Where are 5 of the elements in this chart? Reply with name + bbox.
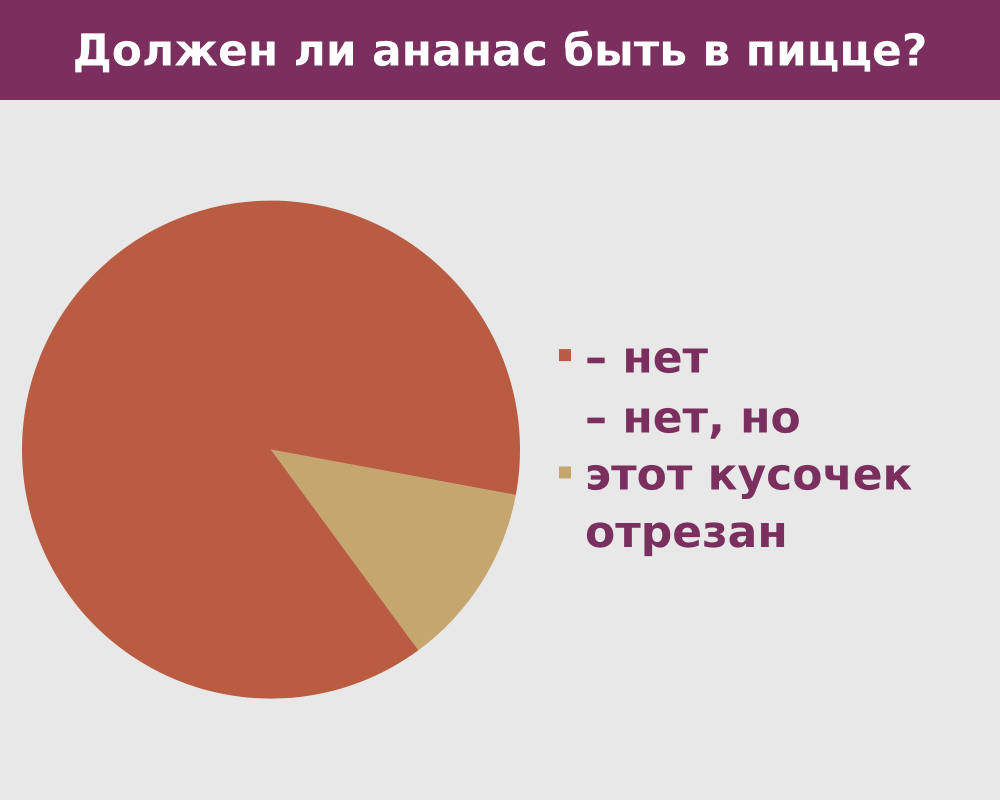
legend-label: – нет, но этот кусочек отрезан bbox=[585, 392, 913, 558]
pie-slice bbox=[22, 200, 520, 699]
legend-label: – нет bbox=[585, 332, 709, 384]
pie-slice bbox=[271, 450, 516, 650]
chart-title: Должен ли ананас быть в пицце? bbox=[72, 25, 928, 76]
